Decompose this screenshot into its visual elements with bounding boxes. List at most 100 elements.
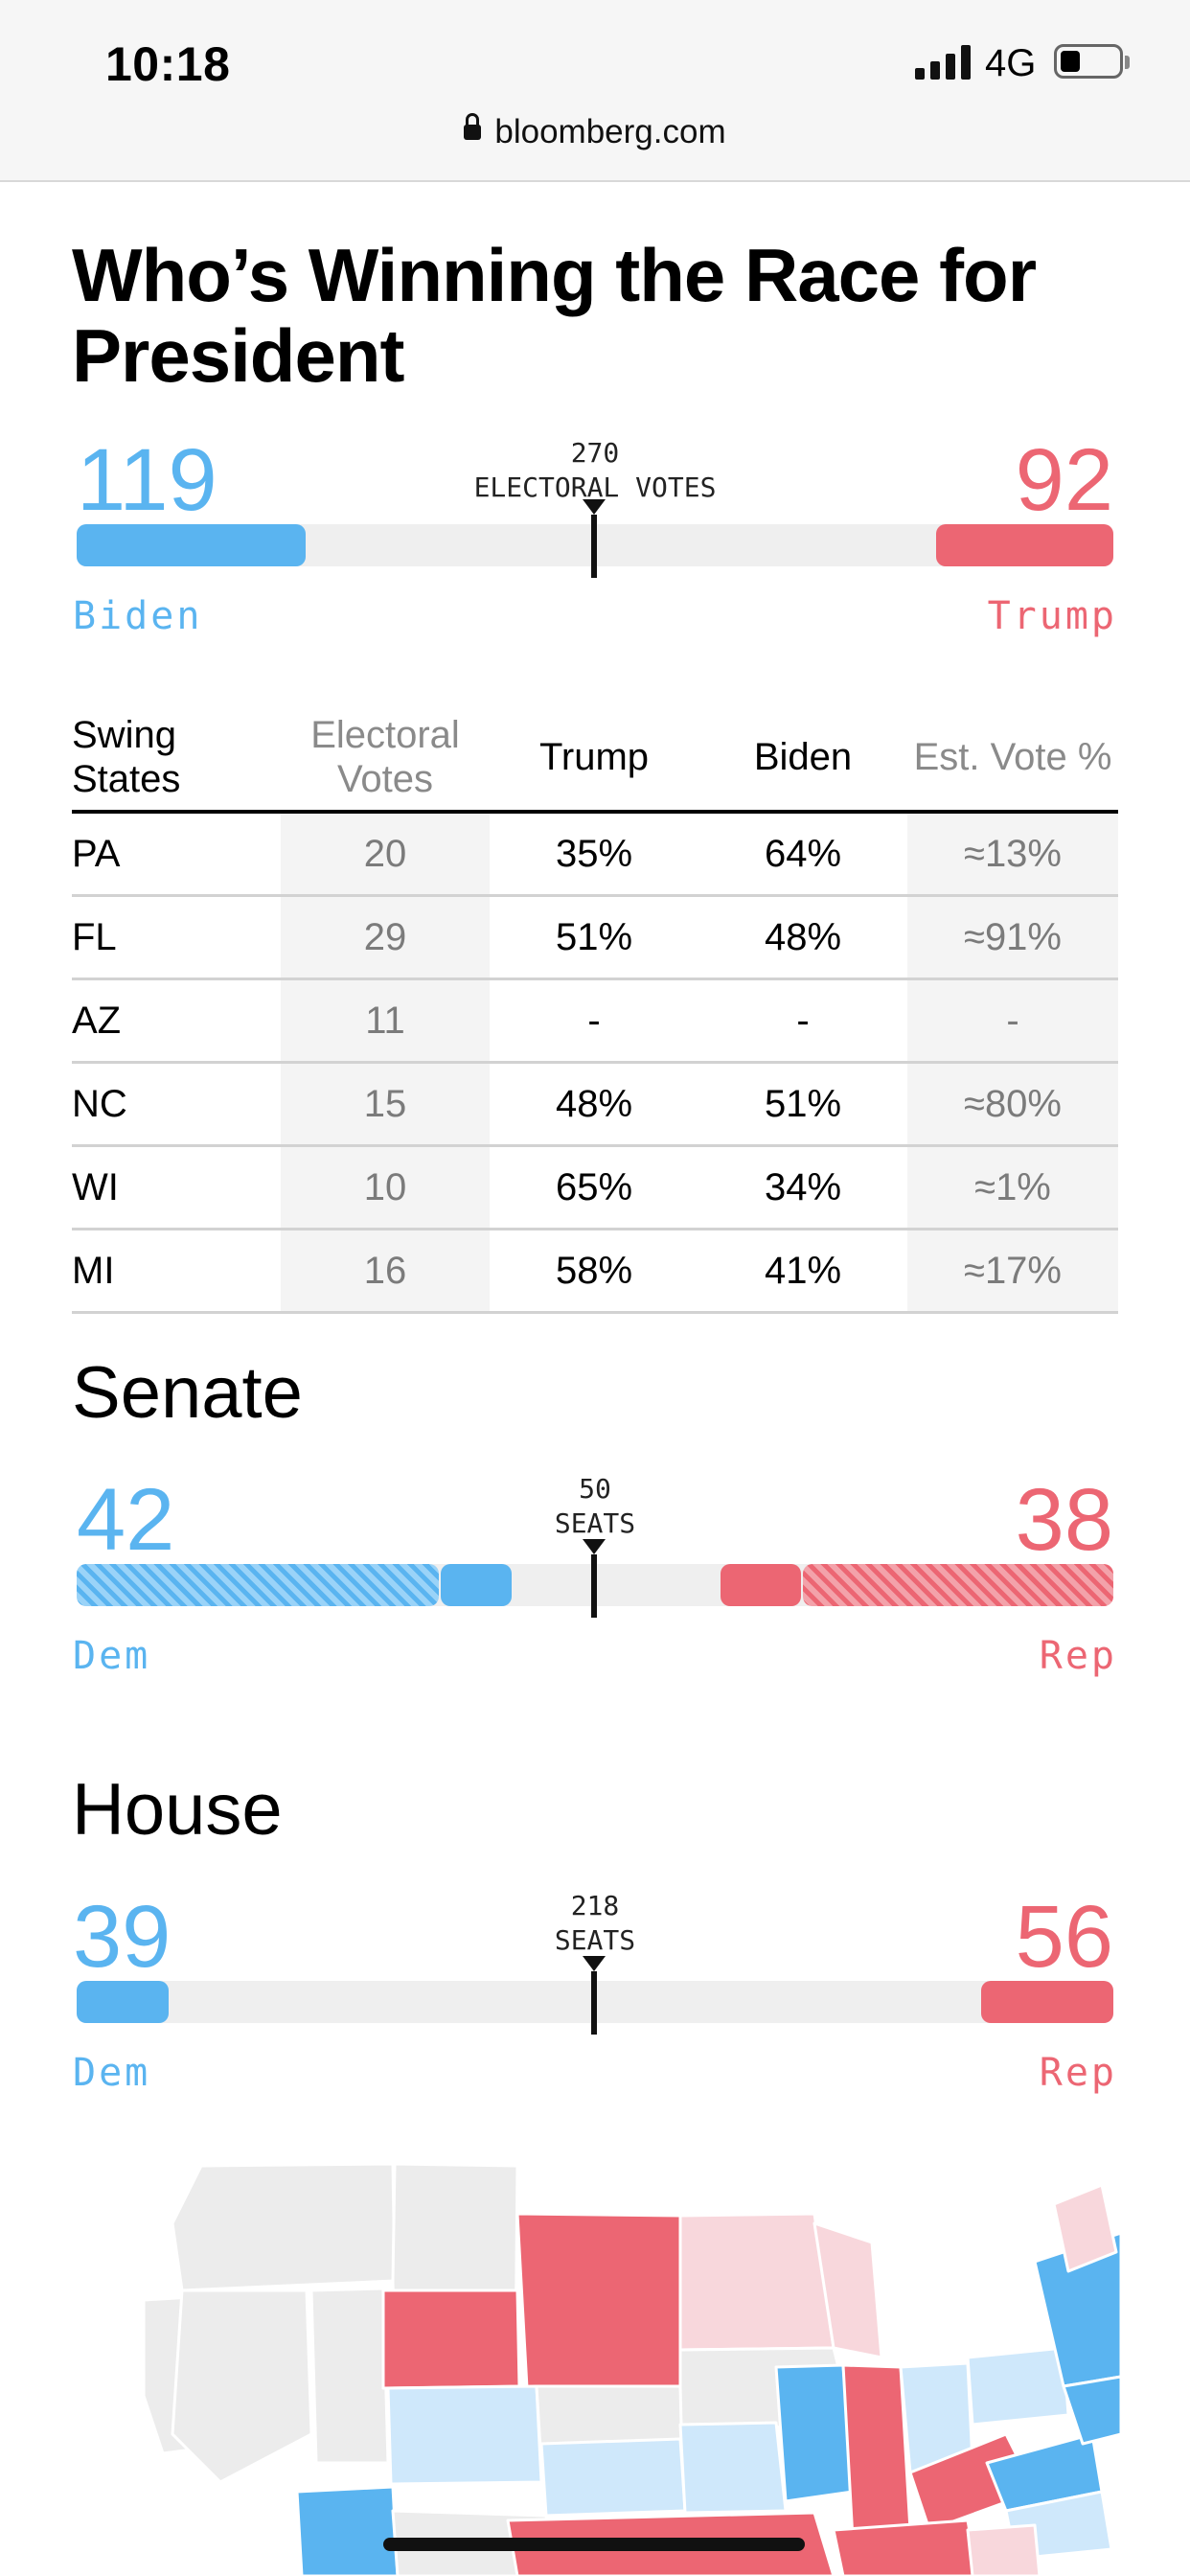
state-cell: PA	[72, 812, 281, 897]
map-state	[966, 2346, 1070, 2426]
swing-states-table: Swing States Electoral Votes Trump Biden…	[72, 704, 1118, 1314]
map-state	[774, 2363, 855, 2503]
senate-rep-holdover-bar	[803, 1564, 1113, 1606]
senate-heading: Senate	[72, 1352, 303, 1434]
est-vote-cell: ≈80%	[907, 1062, 1118, 1147]
senate-dem-won-bar	[441, 1564, 512, 1606]
electoral-cell: 10	[281, 1145, 490, 1230]
senate-dem-count: 42	[77, 1471, 175, 1569]
network-type: 4G	[985, 42, 1037, 84]
col-header-electoral: Electoral Votes	[281, 704, 490, 814]
biden-cell: 41%	[698, 1229, 907, 1314]
electoral-cell: 16	[281, 1229, 490, 1314]
signal-strength-icon	[915, 45, 971, 80]
us-results-map	[144, 2162, 1121, 2576]
biden-cell: -	[698, 978, 907, 1064]
map-state	[1052, 2183, 1118, 2273]
house-target-number: 218	[570, 1890, 620, 1921]
table-row: PA 20 35% 64% ≈13%	[72, 812, 1118, 897]
senate-dem-label: Dem	[73, 1634, 151, 1678]
clock: 10:18	[105, 37, 231, 91]
map-state	[295, 2485, 400, 2576]
map-state	[171, 2162, 397, 2292]
map-state	[832, 2518, 979, 2576]
col-header-state: Swing States	[72, 704, 281, 814]
trump-cell: 65%	[490, 1145, 698, 1230]
map-state	[678, 2421, 788, 2515]
target-caption: ELECTORAL VOTES	[473, 472, 717, 503]
trump-cell: 58%	[490, 1229, 698, 1314]
senate-majority-marker	[583, 1539, 606, 1618]
state-cell: MI	[72, 1229, 281, 1314]
table-row: WI 10 65% 34% ≈1%	[72, 1145, 1118, 1230]
senate-target-label: 50 SEATS	[403, 1472, 787, 1541]
url-text: bloomberg.com	[494, 113, 726, 150]
biden-cell: 51%	[698, 1062, 907, 1147]
map-state	[386, 2384, 543, 2486]
table-header-row: Swing States Electoral Votes Trump Biden…	[72, 704, 1118, 814]
senate-rep-label: Rep	[1039, 1634, 1117, 1678]
col-header-biden: Biden	[698, 704, 907, 814]
table-row: NC 15 48% 51% ≈80%	[72, 1062, 1118, 1147]
home-indicator[interactable]	[383, 2538, 805, 2551]
map-state	[515, 2212, 682, 2390]
est-vote-cell: ≈17%	[907, 1229, 1118, 1314]
table-row: MI 16 58% 41% ≈17%	[72, 1229, 1118, 1314]
table-row: AZ 11 - - -	[72, 978, 1118, 1064]
target-label: 270 ELECTORAL VOTES	[403, 436, 787, 505]
trump-label: Trump	[987, 594, 1117, 638]
map-state	[309, 2287, 390, 2465]
map-state	[381, 2288, 521, 2390]
state-cell: AZ	[72, 978, 281, 1064]
house-rep-label: Rep	[1039, 2051, 1117, 2095]
house-dem-label: Dem	[73, 2051, 151, 2095]
biden-cell: 48%	[698, 895, 907, 980]
house-rep-count: 56	[1015, 1888, 1113, 1986]
trump-cell: -	[490, 978, 698, 1064]
est-vote-cell: -	[907, 978, 1118, 1064]
senate-rep-count: 38	[1015, 1471, 1113, 1569]
electoral-cell: 20	[281, 812, 490, 897]
trump-cell: 48%	[490, 1062, 698, 1147]
electoral-cell: 29	[281, 895, 490, 980]
trump-cell: 35%	[490, 812, 698, 897]
map-state	[678, 2212, 835, 2352]
col-header-est-vote: Est. Vote %	[907, 704, 1118, 814]
senate-target-number: 50	[579, 1473, 611, 1505]
map-state	[812, 2221, 883, 2359]
house-heading: House	[72, 1769, 283, 1851]
senate-target-caption: SEATS	[554, 1507, 636, 1539]
house-rep-bar	[981, 1981, 1113, 2023]
biden-bar	[77, 524, 306, 566]
map-state	[171, 2288, 313, 2484]
biden-electoral-count: 119	[77, 431, 217, 529]
est-vote-cell: ≈13%	[907, 812, 1118, 897]
biden-label: Biden	[73, 594, 203, 638]
house-target-caption: SEATS	[554, 1924, 636, 1956]
state-cell: FL	[72, 895, 281, 980]
biden-cell: 64%	[698, 812, 907, 897]
address-bar[interactable]: bloomberg.com	[0, 112, 1190, 151]
map-state	[1062, 2375, 1121, 2446]
house-target-label: 218 SEATS	[403, 1889, 787, 1958]
est-vote-cell: ≈91%	[907, 895, 1118, 980]
senate-dem-holdover-bar	[77, 1564, 439, 1606]
status-bar: 10:18 4G bloomberg.com	[0, 0, 1190, 182]
est-vote-cell: ≈1%	[907, 1145, 1118, 1230]
senate-rep-won-bar	[721, 1564, 801, 1606]
state-cell: WI	[72, 1145, 281, 1230]
battery-icon	[1054, 44, 1130, 79]
lock-icon	[464, 112, 482, 140]
house-majority-marker	[583, 1956, 606, 2035]
biden-cell: 34%	[698, 1145, 907, 1230]
target-number: 270	[570, 437, 620, 469]
house-dem-bar	[77, 1981, 169, 2023]
trump-electoral-count: 92	[1015, 431, 1113, 529]
trump-cell: 51%	[490, 895, 698, 980]
map-state	[966, 2523, 1041, 2576]
col-header-trump: Trump	[490, 704, 698, 814]
trump-bar	[936, 524, 1113, 566]
electoral-cell: 15	[281, 1062, 490, 1147]
state-cell: NC	[72, 1062, 281, 1147]
house-dem-count: 39	[73, 1888, 172, 1986]
